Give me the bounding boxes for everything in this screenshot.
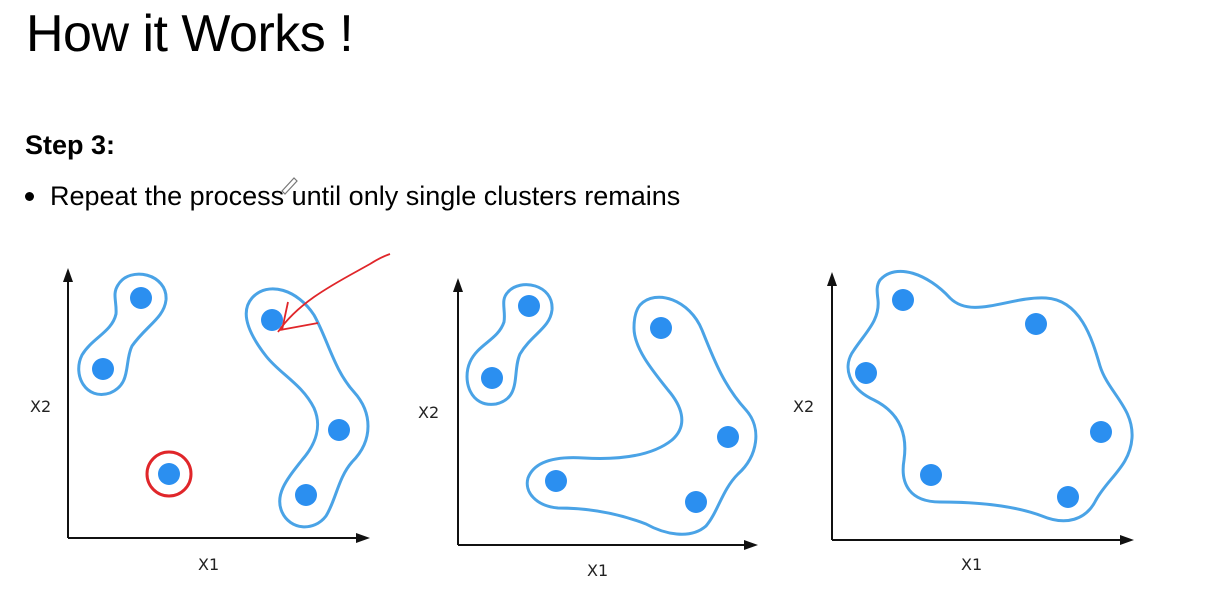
cluster-outline bbox=[77, 272, 168, 396]
diagram-2: X2 X1 bbox=[418, 278, 758, 580]
x-axis bbox=[458, 540, 758, 550]
data-point bbox=[685, 491, 707, 513]
cluster-outline bbox=[525, 295, 758, 536]
bullet-text: Repeat the process until only single clu… bbox=[50, 181, 681, 211]
y-axis bbox=[453, 278, 463, 545]
bullet-item: Repeat the process until only single clu… bbox=[25, 181, 680, 212]
cluster-outline bbox=[244, 287, 370, 529]
data-point bbox=[261, 309, 283, 331]
data-point bbox=[518, 295, 540, 317]
data-point bbox=[295, 484, 317, 506]
data-point bbox=[650, 317, 672, 339]
y-axis-label: X2 bbox=[30, 397, 51, 416]
y-axis bbox=[63, 268, 73, 538]
x-axis-label: X1 bbox=[198, 555, 219, 574]
x-axis-label: X1 bbox=[587, 561, 608, 580]
x-axis bbox=[832, 535, 1134, 545]
data-point bbox=[1025, 313, 1047, 335]
data-point bbox=[892, 289, 914, 311]
data-point bbox=[1057, 486, 1079, 508]
data-point bbox=[1090, 421, 1112, 443]
cluster-outline bbox=[846, 269, 1134, 523]
cluster-outline bbox=[465, 283, 554, 406]
data-point bbox=[130, 287, 152, 309]
data-point bbox=[328, 419, 350, 441]
bullet-icon bbox=[25, 192, 34, 201]
annotation-arrow bbox=[277, 253, 391, 333]
slide-title: How it Works ! bbox=[26, 5, 354, 63]
data-point bbox=[717, 426, 739, 448]
data-point bbox=[481, 367, 503, 389]
y-axis-label: X2 bbox=[418, 403, 439, 422]
x-axis-label: X1 bbox=[961, 555, 982, 574]
y-axis bbox=[827, 272, 837, 540]
data-point bbox=[920, 464, 942, 486]
step-heading: Step 3: bbox=[25, 130, 116, 160]
data-point bbox=[92, 358, 114, 380]
data-point bbox=[158, 463, 180, 485]
data-point bbox=[545, 470, 567, 492]
pencil-cursor-icon bbox=[281, 177, 298, 195]
diagram-3: X2 X1 bbox=[793, 269, 1134, 574]
y-axis-label: X2 bbox=[793, 397, 814, 416]
highlight-circle bbox=[145, 450, 193, 498]
x-axis bbox=[68, 533, 370, 543]
diagram-1: X2 X1 bbox=[30, 253, 391, 574]
data-point bbox=[855, 362, 877, 384]
